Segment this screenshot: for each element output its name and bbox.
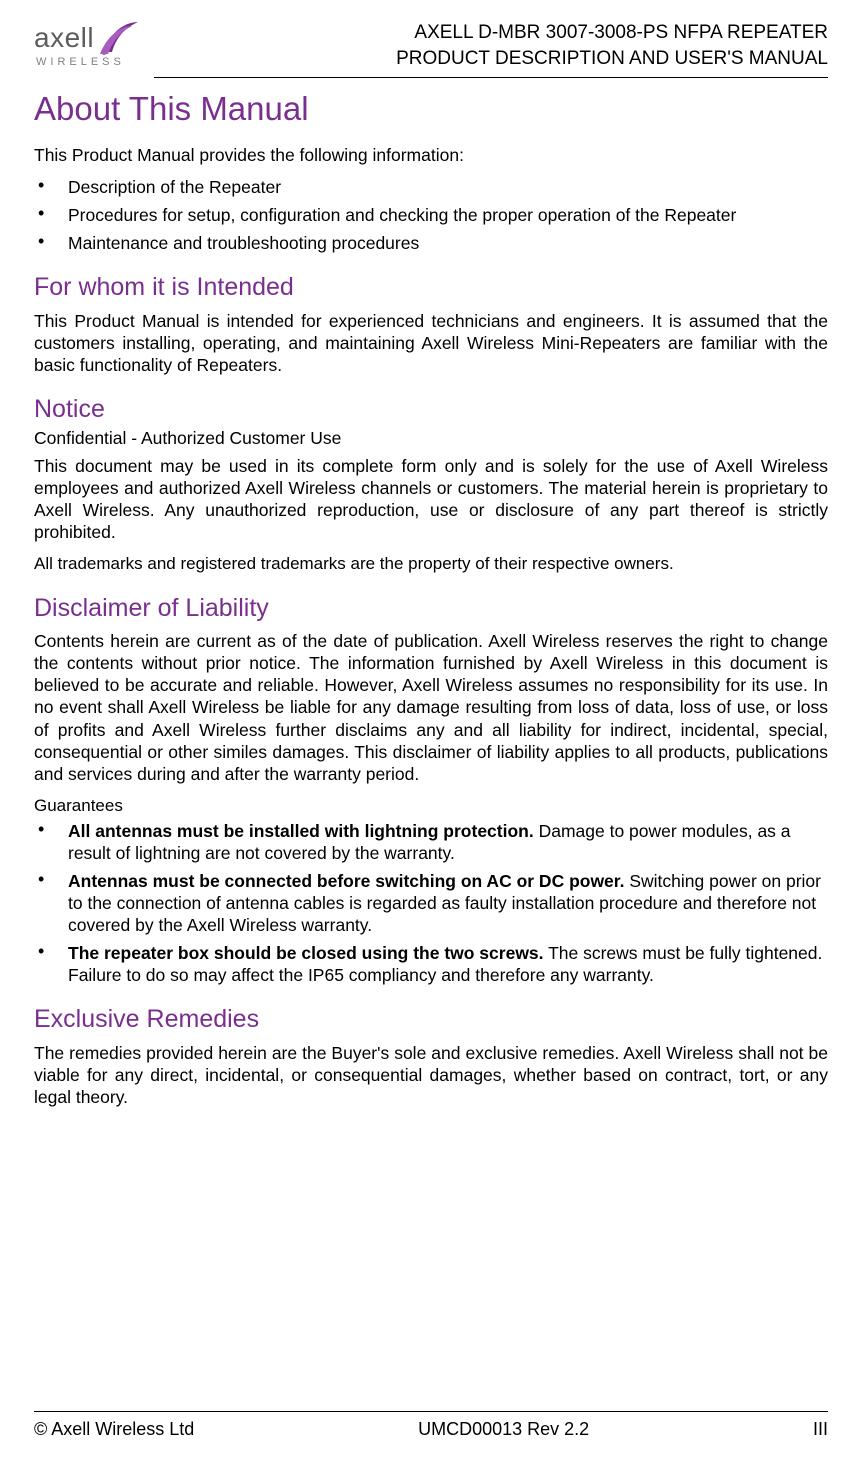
header-titles: AXELL D-MBR 3007-3008-PS NFPA REPEATER P… bbox=[396, 18, 828, 71]
heading-about: About This Manual bbox=[34, 88, 828, 130]
notice-body: This document may be used in its complet… bbox=[34, 455, 828, 543]
logo-subtext: WIRELESS bbox=[36, 56, 142, 70]
guarantee-1-bold: All antennas must be installed with ligh… bbox=[68, 821, 534, 841]
axell-swoosh-icon bbox=[98, 18, 142, 58]
heading-for-whom: For whom it is Intended bbox=[34, 272, 828, 304]
document-page: axell WIRELESS AXELL D-MBR 3007-3008-PS … bbox=[0, 0, 862, 1467]
heading-notice: Notice bbox=[34, 394, 828, 426]
header-title-line1: AXELL D-MBR 3007-3008-PS NFPA REPEATER bbox=[396, 20, 828, 46]
about-bullet-1: Description of the Repeater bbox=[34, 176, 828, 198]
footer-rule bbox=[34, 1411, 828, 1412]
about-intro: This Product Manual provides the followi… bbox=[34, 144, 828, 166]
footer-center: UMCD00013 Rev 2.2 bbox=[418, 1418, 589, 1441]
heading-remedies: Exclusive Remedies bbox=[34, 1004, 828, 1036]
footer-left: © Axell Wireless Ltd bbox=[34, 1418, 194, 1441]
logo-wordmark: axell bbox=[34, 20, 94, 55]
for-whom-body: This Product Manual is intended for expe… bbox=[34, 310, 828, 376]
about-bullet-2: Procedures for setup, configuration and … bbox=[34, 204, 828, 226]
guarantees-list: All antennas must be installed with ligh… bbox=[34, 820, 828, 986]
guarantees-label: Guarantees bbox=[34, 795, 828, 816]
footer-row: © Axell Wireless Ltd UMCD00013 Rev 2.2 I… bbox=[34, 1418, 828, 1441]
notice-subhead: Confidential - Authorized Customer Use bbox=[34, 427, 828, 449]
heading-disclaimer: Disclaimer of Liability bbox=[34, 593, 828, 625]
page-footer: © Axell Wireless Ltd UMCD00013 Rev 2.2 I… bbox=[34, 1411, 828, 1441]
page-header: axell WIRELESS AXELL D-MBR 3007-3008-PS … bbox=[34, 18, 828, 77]
notice-trademark: All trademarks and registered trademarks… bbox=[34, 553, 828, 574]
about-bullet-3: Maintenance and troubleshooting procedur… bbox=[34, 232, 828, 254]
footer-right: III bbox=[813, 1418, 828, 1441]
disclaimer-body: Contents herein are current as of the da… bbox=[34, 630, 828, 784]
remedies-body: The remedies provided herein are the Buy… bbox=[34, 1042, 828, 1108]
header-title-line2: PRODUCT DESCRIPTION AND USER'S MANUAL bbox=[396, 46, 828, 72]
logo-block: axell WIRELESS bbox=[34, 18, 142, 70]
guarantee-3: The repeater box should be closed using … bbox=[34, 942, 828, 986]
guarantee-2: Antennas must be connected before switch… bbox=[34, 870, 828, 936]
guarantee-1: All antennas must be installed with ligh… bbox=[34, 820, 828, 864]
about-bullets: Description of the Repeater Procedures f… bbox=[34, 176, 828, 254]
header-rule bbox=[154, 77, 828, 78]
guarantee-2-bold: Antennas must be connected before switch… bbox=[68, 871, 625, 891]
logo: axell bbox=[34, 18, 142, 58]
guarantee-3-bold: The repeater box should be closed using … bbox=[68, 943, 544, 963]
